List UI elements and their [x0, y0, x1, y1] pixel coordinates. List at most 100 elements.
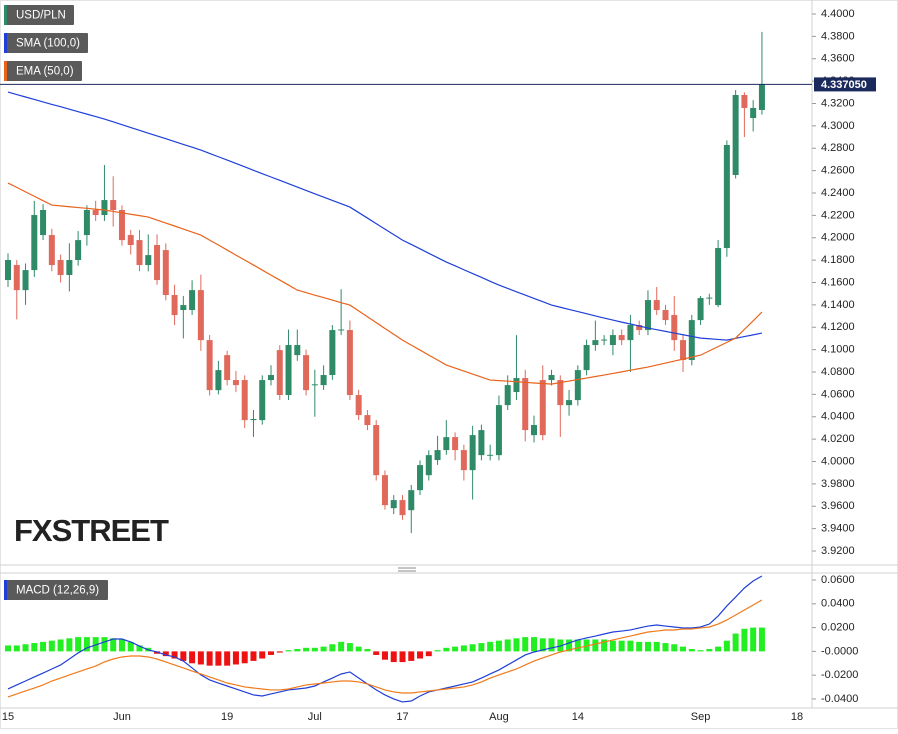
candle-body: [574, 370, 581, 401]
histogram-bar: [101, 637, 108, 652]
candle-body: [443, 437, 450, 451]
x-tick-label: 19: [221, 711, 233, 723]
histogram-bar: [311, 647, 318, 652]
y-tick-label: 4.0000: [821, 455, 855, 467]
candle-body: [504, 385, 511, 406]
histogram-bar: [215, 651, 222, 666]
histogram-bar: [548, 638, 555, 652]
histogram-bar: [127, 641, 134, 652]
histogram-bar: [531, 637, 537, 652]
candle-body: [425, 455, 432, 476]
histogram-bar: [680, 646, 687, 652]
y-tick-label: -0.0000: [821, 645, 858, 657]
candle-body: [118, 210, 125, 241]
legend-box: [4, 5, 74, 25]
legend-swatch: [4, 5, 7, 25]
candle-body: [706, 297, 713, 299]
histogram-bar: [732, 633, 739, 652]
candle-body: [478, 430, 485, 456]
candle-body: [197, 290, 204, 341]
histogram-bar: [513, 638, 520, 652]
histogram-bar: [636, 641, 643, 652]
candle-body: [189, 290, 196, 311]
candle-body: [40, 210, 47, 236]
histogram-bar: [758, 627, 765, 652]
candle-body: [232, 380, 239, 386]
candle-body: [171, 295, 178, 316]
histogram-bar: [592, 639, 599, 652]
candle-body: [162, 250, 169, 296]
legend-swatch: [4, 580, 7, 600]
histogram-bar: [653, 641, 660, 652]
candle-body: [268, 375, 274, 381]
histogram-bar: [627, 640, 634, 652]
legend-label: MACD (12,26,9): [16, 585, 99, 597]
indicator-line: [7, 599, 763, 698]
candle-body: [434, 450, 441, 461]
histogram-bar: [373, 651, 380, 655]
y-tick-label: 4.2800: [821, 142, 855, 154]
legend-label: EMA (50,0): [16, 66, 74, 78]
histogram-bar: [31, 643, 38, 652]
histogram-bar: [355, 646, 362, 652]
candle-body: [452, 437, 459, 451]
candle-body: [110, 200, 117, 211]
candle-body: [224, 355, 231, 381]
histogram-bar: [417, 651, 424, 659]
y-tick-label: 4.0200: [821, 433, 855, 445]
legend-swatch: [4, 33, 7, 53]
candle-body: [671, 315, 678, 341]
histogram-bar: [741, 628, 748, 652]
last-price-box: [814, 77, 876, 92]
candle-body: [154, 245, 161, 281]
candle-body: [250, 418, 257, 421]
histogram-bar: [346, 643, 353, 652]
candle-body: [13, 265, 20, 291]
x-tick-label: Jun: [113, 711, 131, 723]
histogram-bar: [644, 641, 651, 652]
histogram-bar: [425, 651, 432, 657]
histogram-bar: [276, 651, 283, 653]
y-tick-label: 4.1200: [821, 321, 855, 333]
candle-body: [390, 500, 397, 509]
histogram-bar: [22, 644, 29, 652]
y-tick-label: -0.0200: [821, 669, 858, 681]
indicator-line: [7, 575, 763, 703]
histogram-bar: [618, 640, 625, 652]
candle-body: [583, 345, 590, 371]
histogram-bar: [715, 646, 722, 652]
candle-body: [469, 435, 476, 471]
candle-body: [285, 345, 292, 396]
histogram-bar: [40, 641, 47, 652]
histogram-bar: [338, 641, 345, 652]
histogram-bar: [189, 651, 196, 664]
candle-body: [495, 405, 502, 456]
x-tick-label: 14: [572, 711, 584, 723]
histogram-bar: [329, 644, 336, 652]
candle-body: [31, 215, 38, 271]
candle-body: [609, 335, 616, 346]
histogram-bar: [522, 637, 529, 652]
histogram-bar: [469, 644, 476, 652]
candle-body: [5, 260, 11, 281]
histogram-bar: [495, 640, 502, 652]
candle-body: [566, 400, 573, 406]
candle-body: [618, 335, 625, 341]
y-tick-label: 4.1800: [821, 254, 855, 266]
indicator-line: [7, 182, 763, 385]
candle-body: [644, 300, 651, 331]
candle-body: [381, 475, 388, 506]
histogram-bar: [250, 651, 257, 661]
histogram-bar: [478, 643, 485, 652]
candle-body: [697, 298, 704, 321]
candle-body: [259, 380, 266, 421]
y-tick-label: 3.9800: [821, 478, 855, 490]
histogram-bar: [671, 644, 678, 652]
y-tick-label: 4.2200: [821, 209, 855, 221]
histogram-bar: [92, 637, 99, 652]
candle-body: [127, 235, 134, 246]
candle-body: [294, 345, 301, 356]
candle-body: [241, 380, 248, 421]
histogram-bar: [320, 646, 327, 652]
